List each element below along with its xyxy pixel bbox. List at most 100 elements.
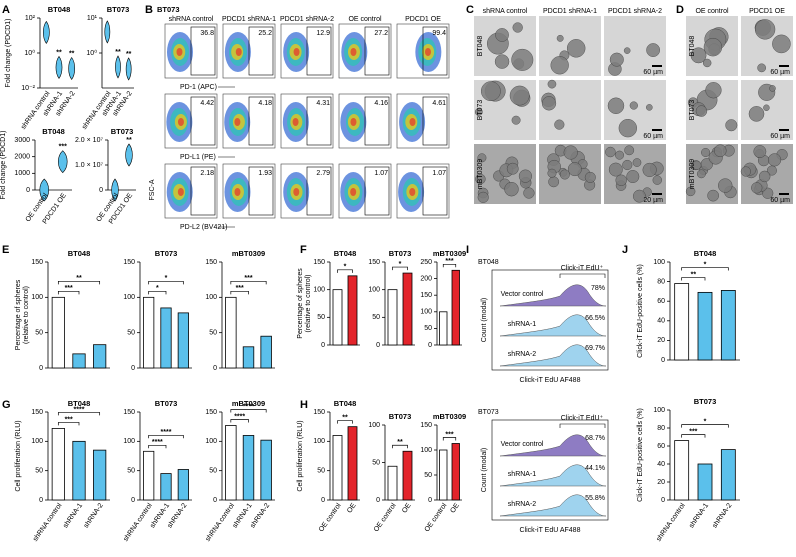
sphere bbox=[609, 52, 624, 67]
sphere bbox=[642, 162, 657, 178]
bar bbox=[260, 335, 272, 369]
significance: *** bbox=[65, 285, 73, 292]
significance: **** bbox=[161, 429, 172, 436]
y-tick-label: 0 bbox=[213, 365, 217, 372]
histogram-curve bbox=[499, 284, 607, 307]
y-tick-label: 100 bbox=[205, 438, 217, 445]
panel-letter: E bbox=[2, 244, 9, 256]
bar bbox=[93, 344, 107, 369]
panel-letter: I bbox=[466, 244, 469, 256]
flow-gate bbox=[190, 96, 216, 146]
y-axis-label: Cell proliferation (RLU) bbox=[297, 420, 304, 491]
y-tick-label: 60 bbox=[657, 443, 665, 450]
bar bbox=[674, 283, 690, 361]
histogram-y-label: Count (modal) bbox=[481, 298, 488, 342]
panel-letter: A bbox=[2, 4, 10, 16]
image-column: PDCD1 OE bbox=[749, 8, 785, 15]
significance-bracket bbox=[337, 420, 353, 424]
gate-bracket bbox=[559, 423, 606, 428]
x-tick-label: shRNA control bbox=[205, 502, 237, 543]
flow-marker: PD-L2 (BV421) bbox=[180, 224, 227, 231]
flow-marker: PD-1 (APC) bbox=[180, 84, 217, 91]
violin bbox=[58, 150, 68, 174]
flow-gate bbox=[248, 96, 274, 146]
sphere bbox=[475, 173, 486, 185]
significance: **** bbox=[243, 403, 254, 410]
sphere bbox=[495, 28, 509, 42]
y-tick-label: 0 bbox=[39, 365, 43, 372]
significance: *** bbox=[59, 144, 67, 151]
y-tick-label: 40 bbox=[657, 318, 665, 325]
significance: *** bbox=[689, 428, 697, 435]
bar bbox=[51, 296, 65, 369]
significance: *** bbox=[445, 431, 453, 438]
bar bbox=[451, 443, 460, 501]
y-tick-label: 2.0 × 10⁷ bbox=[75, 137, 103, 144]
significance: * bbox=[704, 418, 707, 425]
histogram-percent: 68.7% bbox=[585, 435, 605, 442]
bar bbox=[260, 439, 272, 501]
sphere bbox=[547, 79, 557, 89]
y-tick-label: 80 bbox=[657, 425, 665, 432]
x-tick-label: OE control bbox=[373, 502, 398, 533]
bar bbox=[332, 435, 343, 501]
bar bbox=[72, 353, 86, 369]
flow-gate bbox=[190, 26, 216, 76]
chart-title: BT073 bbox=[155, 249, 178, 258]
sphere bbox=[607, 97, 625, 114]
y-tick-label: 50 bbox=[317, 314, 325, 321]
image-column: PDCD1 shRNA-1 bbox=[543, 8, 597, 15]
y-tick-label: 0 bbox=[131, 497, 135, 504]
image-column: PDCD1 shRNA-2 bbox=[608, 8, 662, 15]
sphere bbox=[740, 166, 751, 177]
y-tick-label: 50 bbox=[209, 330, 217, 337]
y-tick-label: 100 bbox=[313, 438, 325, 445]
flow-density bbox=[234, 188, 241, 196]
image-row: mBT0309 bbox=[477, 159, 484, 189]
significance-bracket bbox=[148, 280, 184, 285]
y-axis-label: Percentage of spheres bbox=[297, 268, 304, 339]
bar bbox=[387, 465, 398, 501]
chart-title: BT073 bbox=[694, 397, 717, 406]
bar bbox=[160, 473, 172, 501]
chart-title: mBT0309 bbox=[232, 249, 265, 258]
scale-label: 60 µm bbox=[770, 197, 790, 204]
sphere bbox=[504, 181, 519, 197]
sphere bbox=[702, 58, 712, 68]
histogram-curve bbox=[499, 344, 607, 367]
histogram-row: shRNA-2 bbox=[508, 501, 537, 508]
flow-percent: 36.8 bbox=[200, 30, 214, 37]
image-column: shRNA control bbox=[483, 8, 528, 15]
significance-bracket bbox=[230, 290, 249, 295]
flow-title: BT073 bbox=[157, 5, 180, 14]
sphere bbox=[480, 81, 501, 102]
significance: **** bbox=[234, 413, 245, 420]
bar bbox=[674, 440, 690, 501]
y-tick-label: 150 bbox=[313, 409, 325, 416]
significance: ** bbox=[69, 50, 75, 57]
histogram-percent: 78% bbox=[591, 285, 605, 292]
chart-title: BT073 bbox=[155, 399, 178, 408]
y-tick-label: 60 bbox=[657, 298, 665, 305]
flow-density bbox=[350, 48, 357, 56]
x-tick-label: shRNA-2 bbox=[83, 502, 105, 529]
y-tick-label: 0 bbox=[321, 497, 325, 504]
bar bbox=[242, 346, 255, 369]
y-tick-label: 0 bbox=[99, 187, 103, 194]
y-tick-label: 0 bbox=[321, 342, 325, 349]
flow-density bbox=[409, 118, 416, 126]
scale-bar bbox=[779, 193, 789, 195]
flow-gate bbox=[248, 26, 274, 76]
histogram-curve bbox=[499, 314, 607, 337]
x-tick-label: OE control bbox=[424, 502, 449, 533]
sphere bbox=[763, 104, 770, 112]
bar bbox=[451, 269, 460, 346]
chart-title: mBT0309 bbox=[232, 399, 265, 408]
image-row: BT048 bbox=[477, 36, 484, 57]
sphere bbox=[652, 175, 663, 185]
flow-marker: PD-L1 (PE) bbox=[180, 154, 216, 161]
y-tick-label: 100 bbox=[313, 287, 325, 294]
chart-title: BT048 bbox=[48, 5, 71, 14]
panel-letter: G bbox=[2, 399, 11, 411]
violin bbox=[42, 20, 50, 44]
